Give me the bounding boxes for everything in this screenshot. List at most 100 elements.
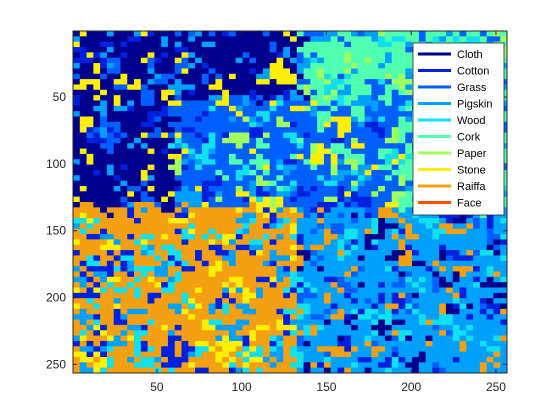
heatmap-cell [106,84,115,91]
heatmap-cell [310,137,318,144]
heatmap-cell [79,132,87,139]
heatmap-cell [384,271,393,278]
legend-label-wood: Wood [457,115,486,127]
heatmap-cell [242,212,250,219]
heatmap-cell [398,89,406,96]
legend[interactable]: ClothCottonGrassPigskinWoodCorkPaperSton… [412,42,505,216]
heatmap-cell [317,73,325,80]
heatmap-cell [357,287,365,294]
heatmap-cell [357,202,365,208]
heatmap-cell [269,308,277,315]
heatmap-cell [303,319,311,326]
heatmap-cell [181,218,189,224]
heatmap-cell [127,330,135,336]
heatmap-cell [181,68,189,75]
heatmap-cell [276,250,284,256]
heatmap-cell [303,324,311,331]
heatmap-cell [276,169,284,176]
heatmap-cell [188,202,196,208]
heatmap-cell [256,111,264,117]
heatmap-cell [249,212,257,219]
heatmap-cell [303,137,311,144]
heatmap-cell [228,41,237,48]
heatmap-cell [276,351,284,358]
heatmap-cell [188,41,196,48]
heatmap-cell [378,324,386,331]
heatmap-cell [330,132,338,139]
heatmap-cell [161,47,169,53]
heatmap-cell [106,57,115,64]
heatmap-cell [283,335,291,342]
heatmap-cell [290,308,298,315]
heatmap-cell [120,260,128,267]
heatmap-cell [113,250,121,256]
heatmap-cell [188,308,196,315]
heatmap-cell [276,79,284,85]
heatmap-cell [93,100,101,107]
heatmap-cell [73,202,81,208]
heatmap-cell [391,196,399,203]
heatmap-cell [500,319,508,326]
heatmap-cell [154,207,162,214]
heatmap-cell [378,47,386,53]
heatmap-cell [127,41,135,48]
heatmap-cell [303,180,311,187]
heatmap-cell [310,340,318,347]
heatmap-cell [357,282,365,288]
heatmap-cell [283,314,291,320]
heatmap-cell [242,292,250,299]
heatmap-cell [100,31,108,37]
heatmap-cell [256,153,264,160]
heatmap-cell [364,223,372,230]
heatmap-cell [262,266,271,272]
heatmap-cell [479,271,488,278]
heatmap-cell [161,314,169,320]
heatmap-cell [317,282,325,288]
heatmap-cell [228,239,237,246]
heatmap-cell [459,308,467,315]
heatmap-cell [391,228,399,235]
heatmap-cell [364,340,372,347]
heatmap-cell [384,84,393,91]
heatmap-cell [323,223,332,230]
heatmap-cell [500,31,508,37]
heatmap-cell [262,207,271,214]
heatmap-cell [127,255,135,262]
heatmap-cell [303,239,311,246]
heatmap-cell [310,63,318,69]
heatmap-cell [391,137,399,144]
heatmap-cell [86,276,94,283]
heatmap-cell [140,68,148,75]
heatmap-cell [93,68,101,75]
heatmap-cell [337,362,345,369]
heatmap-cell [113,180,121,187]
heatmap-cell [161,234,169,240]
heatmap-cell [276,105,284,112]
heatmap-cell [222,100,230,107]
heatmap-cell [147,84,155,91]
heatmap-cell [283,250,291,256]
heatmap-cell [181,100,189,107]
heatmap-cell [113,271,121,278]
heatmap-cell [134,185,142,192]
heatmap-cell [473,298,481,304]
heatmap-cell [310,266,318,272]
heatmap-cell [256,212,264,219]
heatmap-cell [310,111,318,117]
heatmap-cell [276,271,284,278]
heatmap-cell [154,356,162,363]
heatmap-cell [466,351,474,358]
heatmap-cell [154,73,162,80]
heatmap-cell [79,212,87,219]
heatmap-cell [222,212,230,219]
heatmap-cell [290,148,298,155]
heatmap-cell [337,330,345,336]
heatmap-cell [452,36,460,43]
heatmap-cell [208,303,216,310]
heatmap-cell [290,292,298,299]
heatmap-cell [371,127,379,133]
heatmap-cell [486,266,494,272]
heatmap-cell [201,137,210,144]
heatmap-cell [120,351,128,358]
heatmap-cell [120,207,128,214]
